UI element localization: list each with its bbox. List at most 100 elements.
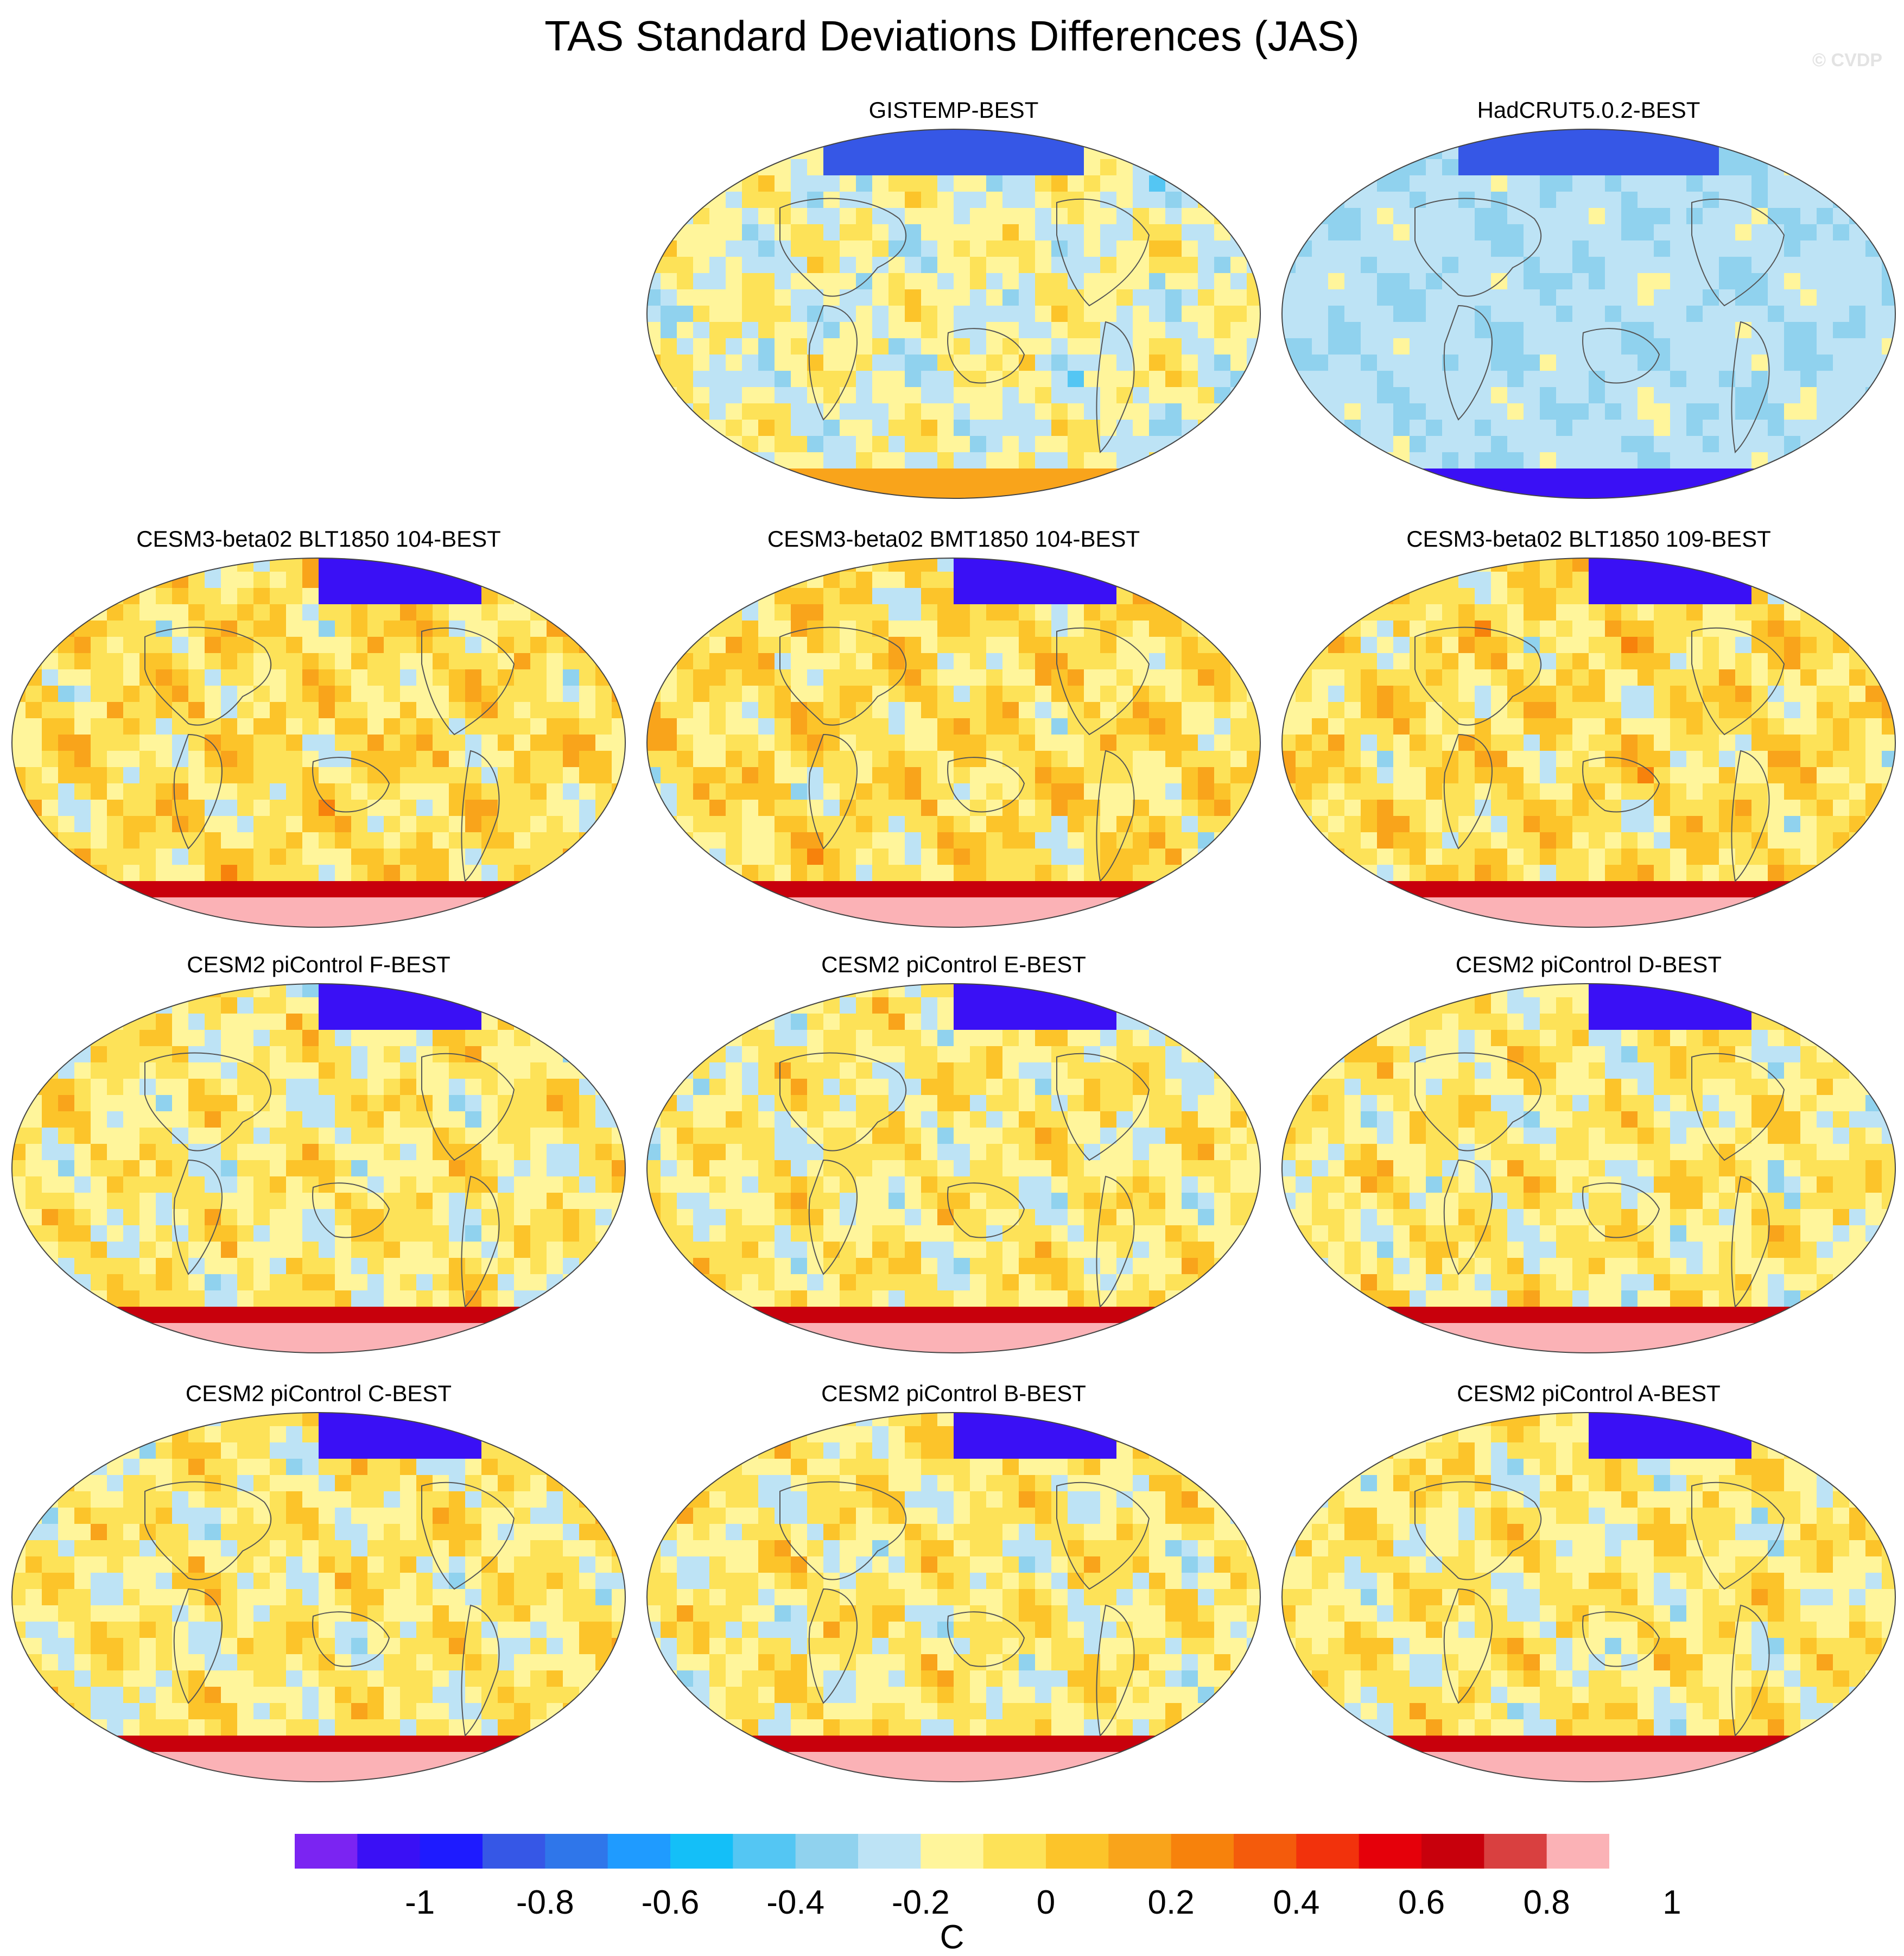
map-cell [156,1062,173,1079]
map-cell [1344,371,1361,388]
map-cell [905,192,922,208]
map-cell [498,997,515,1014]
map-cell [1296,849,1312,865]
map-cell [1654,751,1671,768]
map-cell [888,865,905,882]
map-cell [563,735,580,751]
map-cell [433,572,449,588]
map-cell [970,621,987,637]
map-cell [1817,637,1833,654]
map-cell [823,849,840,865]
map-cell [1116,403,1133,420]
map-cell [302,1128,319,1144]
map-cell [465,1111,482,1128]
map-cell [1654,289,1671,306]
map-cell [188,997,205,1014]
map-cell [1849,914,1866,927]
map-cell [1247,485,1260,498]
map-cell [188,702,205,719]
map-cell [1800,403,1817,420]
map-cell [237,702,254,719]
map-cell [612,1176,625,1193]
map-cell [1865,558,1882,572]
map-cell [563,800,580,816]
map-cell [1116,881,1133,898]
map-cell [1116,240,1133,257]
map-cell [1312,849,1329,865]
map-cell [1312,371,1329,388]
map-cell [74,783,91,800]
map-cell [1230,767,1247,784]
map-cell [91,767,107,784]
land-outline [1056,627,1150,736]
map-cell [58,1079,75,1096]
map-cell [416,1014,433,1030]
map-cell [937,289,954,306]
map-cell [1572,436,1589,453]
map-cell [1589,403,1605,420]
map-cell [1670,897,1687,914]
map-cell [856,881,873,898]
map-cell [302,1062,319,1079]
map-cell [1882,881,1895,898]
map-cell [335,1209,352,1226]
map-cell [139,572,156,588]
map-cell [286,637,303,654]
map-cell [775,420,791,436]
map-cell [1116,485,1133,498]
map-cell [1605,897,1622,914]
map-cell [433,1111,449,1128]
map-cell [319,1030,335,1047]
map-cell [1328,832,1345,849]
map-cell [237,1144,254,1161]
map-cell [1230,604,1247,621]
map-cell [1051,800,1068,816]
map-cell [742,572,759,588]
map-cell [742,865,759,882]
map-cell [1784,702,1801,719]
map-cell [1182,718,1198,735]
map-cell [481,1046,498,1063]
map-cell [335,914,352,927]
map-cell [1719,816,1736,833]
map-cell [1817,865,1833,882]
map-cell [693,881,710,898]
map-cell [1735,403,1752,420]
map-cell [1361,767,1378,784]
map-cell [433,767,449,784]
map-cell [1686,420,1703,436]
map-cell [1182,224,1198,241]
map-cell [1556,881,1573,898]
map-cell [156,881,173,898]
map-cell [791,604,808,621]
map-cell [530,588,547,605]
map-cell [351,621,368,637]
map-cell [1638,175,1654,192]
map-cell [1282,897,1296,914]
map-cell [1686,702,1703,719]
map-cell [530,849,547,865]
map-cell [1800,420,1817,436]
map-cell [1344,289,1361,306]
map-cell [270,865,287,882]
map-cell [335,800,352,816]
land-outline [461,750,500,883]
map-cell [1491,192,1508,208]
map-cell [1817,767,1833,784]
map-cell [1605,702,1622,719]
map-cell [1654,159,1671,176]
map-cell [954,686,970,702]
map-cell [1312,436,1329,453]
map-cell [742,849,759,865]
map-cell [693,175,710,192]
map-cell [1312,192,1329,208]
map-cell [1540,800,1557,816]
map-cell [1084,322,1101,339]
map-cell [237,783,254,800]
map-cell [335,1193,352,1210]
map-cell [481,637,498,654]
map-cell [1540,420,1557,436]
map-cell [530,572,547,588]
map-cell [1116,306,1133,322]
map-cell [856,289,873,306]
